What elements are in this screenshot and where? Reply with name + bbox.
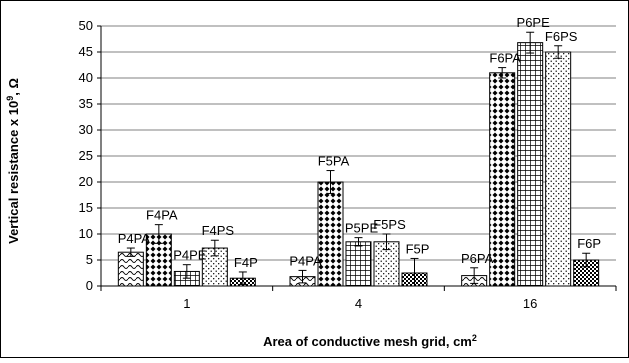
y-tick-label: 10 — [79, 226, 93, 241]
x-axis-title: Area of conductive mesh grid, cm2 — [263, 333, 477, 349]
y-tick-label: 0 — [86, 278, 93, 293]
data-label: F6PA — [489, 51, 521, 66]
bar — [345, 241, 372, 287]
data-label: P5PE — [345, 221, 379, 236]
x-tick-label: 4 — [355, 296, 362, 311]
y-tick-label: 5 — [86, 252, 93, 267]
bar — [545, 51, 572, 287]
bar — [317, 181, 344, 287]
axes — [97, 25, 617, 291]
data-label: F6PS — [545, 29, 578, 44]
x-tick-label: 16 — [523, 296, 537, 311]
y-tick-label: 45 — [79, 44, 93, 59]
y-tick-label: 15 — [79, 200, 93, 215]
data-label: P4PE — [173, 248, 207, 263]
y-tick-label: 40 — [79, 70, 93, 85]
data-label: P6PE — [517, 15, 551, 30]
y-axis-title: Vertical resistance x 109, Ω — [5, 78, 21, 244]
data-label: F5P — [406, 241, 430, 256]
x-tick-label: 1 — [183, 296, 190, 311]
data-label: P4PA — [289, 253, 322, 268]
data-label: F4PA — [146, 208, 178, 223]
data-label: P4PA — [118, 231, 151, 246]
data-label: F5PS — [373, 217, 406, 232]
y-tick-label: 35 — [79, 96, 93, 111]
data-label: F4P — [234, 255, 258, 270]
data-label: P6PA — [461, 251, 494, 266]
y-tick-label: 20 — [79, 174, 93, 189]
bar — [517, 42, 544, 287]
labels: 0 5 10 15 20 25 30 35 40 45 50 1 P4PA F4PA P4PE F4PS F4P… — [79, 15, 602, 311]
y-tick-label: 50 — [79, 18, 93, 33]
data-label: F6P — [577, 236, 601, 251]
bar — [117, 251, 144, 287]
data-label: F5PA — [318, 154, 350, 169]
data-label: F4PS — [202, 223, 235, 238]
y-tick-label: 25 — [79, 148, 93, 163]
y-tick-label: 30 — [79, 122, 93, 137]
bar — [489, 72, 516, 287]
